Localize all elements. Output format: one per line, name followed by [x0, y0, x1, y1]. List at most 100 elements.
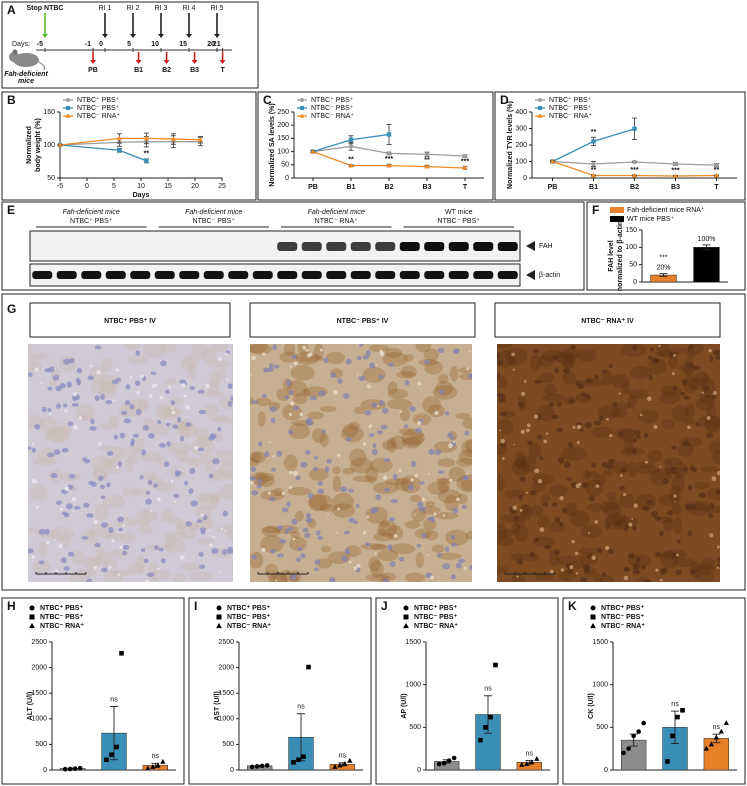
stain: [544, 383, 557, 396]
sinusoid: [575, 551, 579, 555]
nucleus: [687, 484, 693, 491]
stain: [611, 408, 627, 418]
y-tick-label: 50: [281, 162, 289, 169]
sinusoid: [58, 543, 63, 548]
sinusoid: [362, 442, 367, 446]
stain: [424, 360, 444, 375]
day-label: -5: [37, 41, 43, 48]
nucleus: [101, 567, 108, 573]
stain: [683, 375, 698, 394]
sinusoid: [513, 443, 515, 446]
legend-label: NTBC⁻ PBS⁺: [311, 105, 354, 112]
sinusoid: [307, 354, 311, 358]
nucleus: [369, 362, 376, 369]
y-axis-label: Normalized SA levels (%): [269, 103, 276, 186]
nucleus: [269, 496, 276, 501]
blot-band: [81, 271, 102, 279]
nucleus: [123, 418, 132, 424]
stain: [379, 521, 390, 528]
marker: [348, 162, 354, 168]
nucleus: [654, 516, 662, 521]
sinusoid: [633, 503, 638, 508]
nucleus: [305, 418, 313, 424]
group-label: NTBC⁺ PBS⁺: [70, 218, 113, 225]
stain: [215, 449, 233, 458]
nucleus: [551, 355, 559, 360]
sinusoid: [687, 425, 691, 430]
stain: [409, 495, 422, 503]
stain: [204, 360, 231, 368]
nucleus: [197, 447, 205, 452]
marker: [462, 165, 468, 170]
sinusoid: [154, 383, 158, 387]
stain: [695, 396, 715, 411]
nucleus: [418, 506, 426, 512]
sinusoid: [623, 575, 629, 581]
stain: [636, 461, 655, 468]
marker: [462, 153, 468, 159]
marker: [144, 158, 149, 164]
stain: [344, 545, 362, 557]
stain: [607, 498, 619, 512]
bleed-label: B2: [162, 67, 171, 74]
stain: [662, 458, 683, 466]
nucleus: [184, 480, 189, 486]
nucleus: [498, 393, 506, 400]
data-point: [150, 764, 156, 769]
stain: [428, 404, 445, 418]
nucleus: [607, 549, 615, 555]
data-point: [347, 757, 353, 763]
nucleus: [682, 467, 689, 472]
nucleus: [579, 577, 588, 582]
nucleus: [291, 518, 298, 525]
nucleus: [177, 416, 182, 423]
marker: [386, 132, 392, 137]
sinusoid: [40, 381, 43, 384]
y-tick-label: 1500: [592, 639, 608, 646]
nucleus: [588, 495, 596, 502]
stain: [520, 553, 539, 562]
nucleus: [124, 400, 131, 406]
stain: [353, 406, 366, 415]
nucleus: [115, 377, 122, 382]
nucleus: [620, 467, 627, 473]
panel-frame: [1, 293, 746, 591]
sinusoid: [525, 428, 530, 433]
image-title: NTBC⁻ RNA⁺ IV: [581, 318, 634, 325]
nucleus: [305, 517, 313, 523]
sinusoid: [209, 543, 213, 547]
blot-band: [301, 242, 322, 251]
stain: [137, 397, 147, 413]
nucleus: [403, 424, 409, 429]
stain: [349, 448, 367, 467]
injection-label: RI 2: [127, 5, 140, 12]
sinusoid: [500, 438, 505, 444]
nucleus: [55, 385, 62, 392]
nucleus: [41, 406, 47, 413]
blot-band: [56, 271, 77, 279]
stain: [559, 348, 580, 359]
legend-label: NTBC⁺ PBS⁺: [601, 605, 644, 612]
stain: [611, 373, 630, 388]
group-label: Fah-deficient mice: [185, 209, 242, 216]
blot-band: [448, 271, 469, 279]
nucleus: [341, 555, 348, 562]
sinusoid: [379, 350, 384, 355]
group-label: Fah-deficient mice: [63, 209, 120, 216]
stain: [209, 370, 221, 388]
nucleus: [702, 385, 710, 391]
nucleus: [532, 349, 540, 354]
nucleus: [211, 548, 219, 554]
stain: [111, 569, 135, 576]
stain: [427, 481, 449, 495]
y-tick-label: 150: [625, 227, 637, 234]
sinusoid: [64, 409, 68, 413]
stain: [458, 449, 472, 465]
sinusoid: [673, 354, 676, 357]
stain: [673, 558, 697, 568]
stain: [700, 374, 710, 383]
nucleus: [164, 389, 170, 394]
sinusoid: [631, 518, 634, 520]
stain: [287, 487, 312, 496]
nucleus: [387, 544, 393, 551]
